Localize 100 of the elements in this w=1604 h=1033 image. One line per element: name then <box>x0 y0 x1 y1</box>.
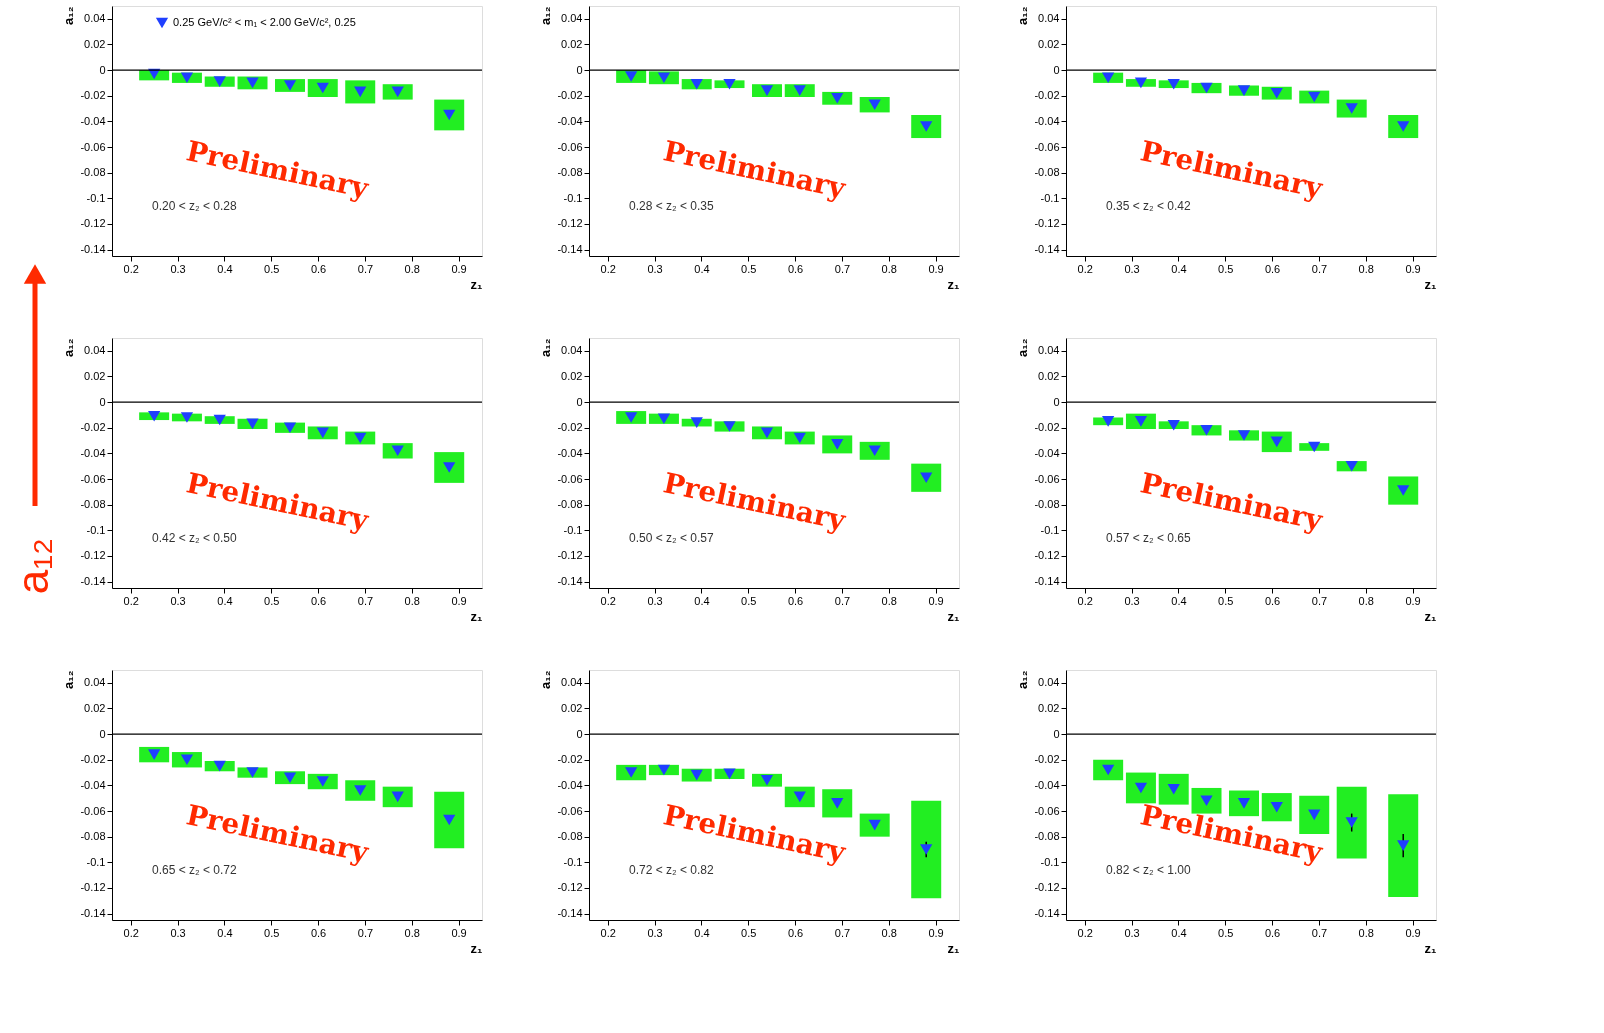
y-axis-title: a₁₂ <box>538 338 554 357</box>
x-axis-title: z₁ <box>947 940 960 956</box>
y-tick-label: -0.12 <box>80 881 106 894</box>
x-tick-label: 0.2 <box>123 594 139 607</box>
y-tick-label: -0.06 <box>557 472 583 485</box>
y-tick-label: -0.02 <box>557 421 583 434</box>
x-tick-label: 0.8 <box>881 262 897 275</box>
y-tick-label: -0.1 <box>86 855 106 868</box>
y-axis-title: a₁₂ <box>1015 670 1031 689</box>
y-tick-label: -0.04 <box>1034 778 1060 791</box>
y-tick-label: 0.04 <box>1038 12 1060 25</box>
x-tick-label: 0.2 <box>600 262 616 275</box>
x-tick-label: 0.6 <box>1264 926 1281 939</box>
x-tick-label: 0.5 <box>264 594 280 607</box>
x-tick-label: 0.2 <box>1077 926 1093 939</box>
y-tick-label: -0.14 <box>1034 243 1060 256</box>
x-tick-label: 0.7 <box>357 262 374 275</box>
x-tick-label: 0.3 <box>647 926 663 939</box>
x-tick-label: 0.5 <box>1218 262 1234 275</box>
x-tick-label: 0.7 <box>1311 594 1328 607</box>
x-tick-label: 0.8 <box>1358 926 1374 939</box>
y-tick-label: -0.1 <box>1040 855 1060 868</box>
x-tick-label: 0.8 <box>1358 594 1374 607</box>
y-tick-label: -0.1 <box>563 523 583 536</box>
x-axis-title: z₁ <box>470 940 483 956</box>
y-tick-label: -0.12 <box>1034 881 1060 894</box>
annotation: 0.57 < z₂ < 0.65 <box>1106 531 1192 545</box>
annotation: 0.35 < z₂ < 0.42 <box>1106 199 1192 213</box>
y-tick-label: -0.12 <box>557 881 583 894</box>
x-tick-label: 0.2 <box>600 926 616 939</box>
y-tick-label: 0.04 <box>561 12 583 25</box>
y-tick-label: -0.06 <box>80 140 106 153</box>
y-axis-title: a₁₂ <box>1015 6 1031 25</box>
x-tick-label: 0.6 <box>787 926 804 939</box>
y-tick-label: 0 <box>99 727 106 740</box>
x-tick-label: 0.9 <box>928 926 944 939</box>
y-tick-label: -0.14 <box>557 575 583 588</box>
x-tick-label: 0.5 <box>741 926 757 939</box>
y-tick-label: 0.04 <box>1038 344 1060 357</box>
y-tick-label: -0.14 <box>1034 575 1060 588</box>
y-tick-label: -0.04 <box>557 778 583 791</box>
y-tick-label: -0.02 <box>1034 89 1060 102</box>
y-tick-label: -0.02 <box>557 753 583 766</box>
y-tick-label: -0.02 <box>80 753 106 766</box>
y-tick-label: 0 <box>576 63 583 76</box>
x-tick-label: 0.5 <box>741 262 757 275</box>
x-tick-label: 0.9 <box>1405 594 1421 607</box>
y-tick-label: -0.14 <box>1034 907 1060 920</box>
x-tick-label: 0.3 <box>170 262 186 275</box>
y-tick-label: 0 <box>99 63 106 76</box>
annotation: 0.42 < z₂ < 0.50 <box>152 531 238 545</box>
y-tick-label: 0.04 <box>1038 676 1060 689</box>
y-tick-label: 0.04 <box>84 676 106 689</box>
legend-label: 0.25 GeV/c² < m₁ < 2.00 GeV/c², 0.25 <box>173 16 356 28</box>
y-axis-title: a₁₂ <box>1015 338 1031 357</box>
x-tick-label: 0.7 <box>1311 262 1328 275</box>
x-tick-label: 0.6 <box>310 594 327 607</box>
x-axis-title: z₁ <box>1424 940 1437 956</box>
x-tick-label: 0.5 <box>1218 926 1234 939</box>
y-axis-title: a₁₂ <box>538 670 554 689</box>
x-tick-label: 0.3 <box>170 926 186 939</box>
y-tick-label: -0.12 <box>80 549 106 562</box>
x-tick-label: 0.8 <box>881 926 897 939</box>
y-tick-label: 0 <box>576 727 583 740</box>
x-tick-label: 0.9 <box>451 262 467 275</box>
y-tick-label: -0.14 <box>557 907 583 920</box>
y-tick-label: -0.02 <box>1034 421 1060 434</box>
x-tick-label: 0.4 <box>1171 594 1187 607</box>
y-tick-label: -0.08 <box>1034 166 1060 179</box>
x-tick-label: 0.8 <box>404 262 420 275</box>
y-tick-label: -0.08 <box>80 498 106 511</box>
y-tick-label: 0 <box>576 395 583 408</box>
x-tick-label: 0.5 <box>1218 594 1234 607</box>
y-tick-label: -0.06 <box>1034 472 1060 485</box>
y-tick-label: -0.06 <box>557 140 583 153</box>
y-tick-label: -0.04 <box>1034 446 1060 459</box>
y-tick-label: 0.02 <box>561 701 583 714</box>
x-tick-label: 0.9 <box>1405 262 1421 275</box>
y-tick-label: -0.02 <box>80 421 106 434</box>
x-axis-title: z₁ <box>947 608 960 624</box>
x-tick-label: 0.3 <box>647 262 663 275</box>
x-tick-label: 0.4 <box>694 262 710 275</box>
x-tick-label: 0.2 <box>600 594 616 607</box>
y-tick-label: 0 <box>99 395 106 408</box>
x-tick-label: 0.7 <box>357 594 374 607</box>
x-tick-label: 0.2 <box>123 262 139 275</box>
y-tick-label: -0.1 <box>1040 523 1060 536</box>
y-tick-label: -0.06 <box>1034 140 1060 153</box>
y-tick-label: 0.02 <box>1038 369 1060 382</box>
y-tick-label: -0.04 <box>80 114 106 127</box>
x-tick-label: 0.3 <box>170 594 186 607</box>
annotation: 0.82 < z₂ < 1.00 <box>1106 863 1192 877</box>
y-tick-label: 0.02 <box>84 369 106 382</box>
x-tick-label: 0.8 <box>881 594 897 607</box>
y-tick-label: -0.04 <box>80 446 106 459</box>
y-axis-title: a₁₂ <box>538 6 554 25</box>
y-tick-label: -0.06 <box>1034 804 1060 817</box>
y-tick-label: -0.12 <box>1034 549 1060 562</box>
x-tick-label: 0.7 <box>834 262 851 275</box>
x-tick-label: 0.6 <box>310 262 327 275</box>
